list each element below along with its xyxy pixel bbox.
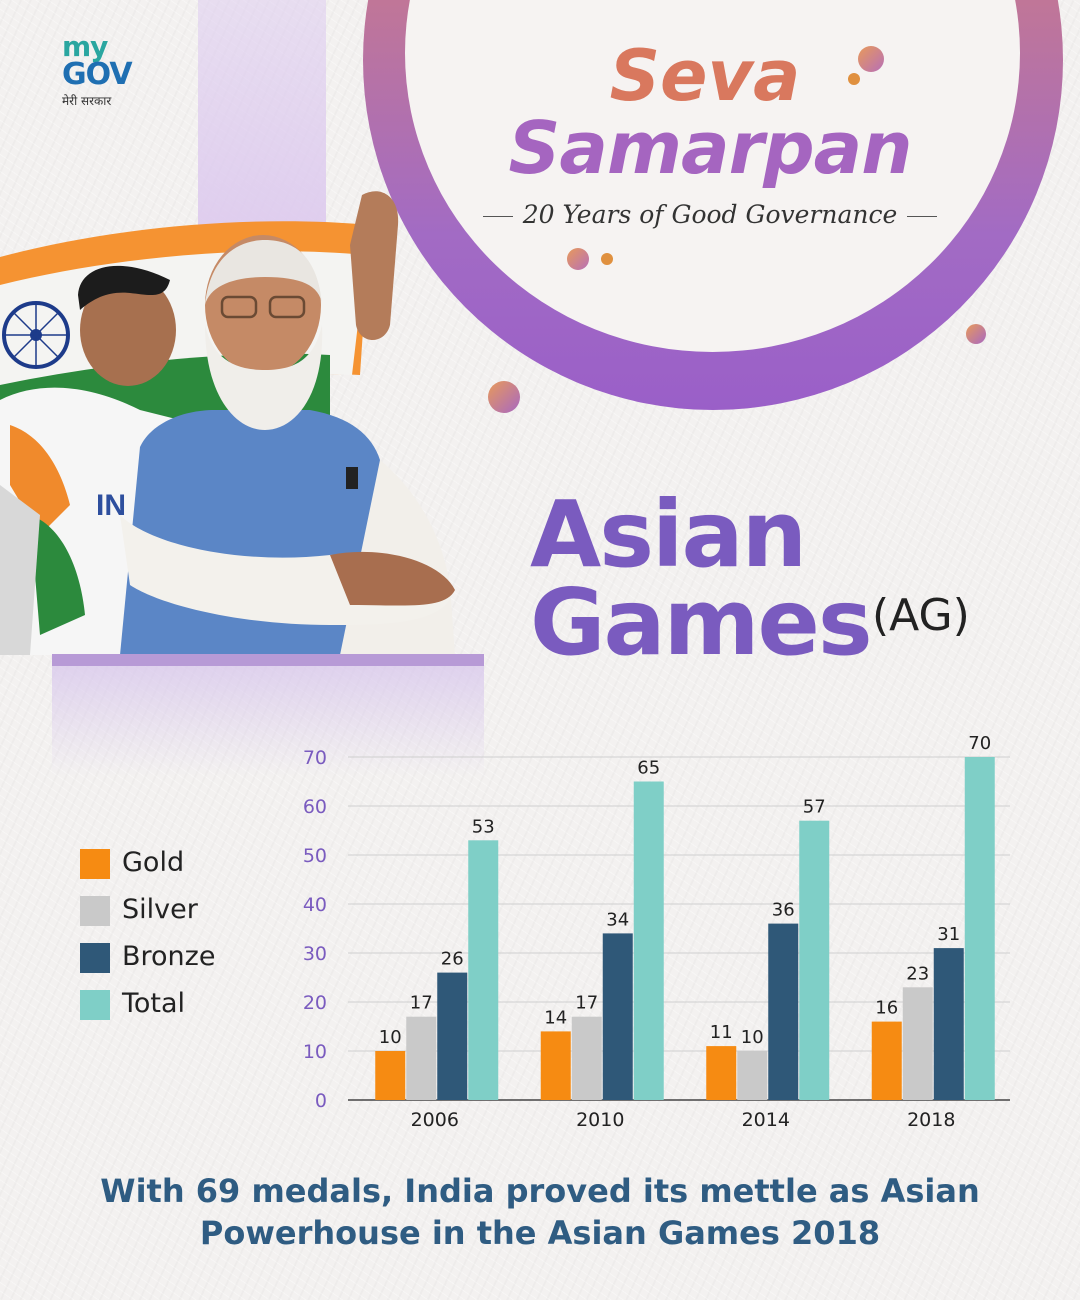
data-label: 14 xyxy=(544,1007,567,1028)
data-label: 65 xyxy=(637,758,660,779)
legend-swatch-gold xyxy=(80,849,110,879)
data-label: 17 xyxy=(575,993,598,1014)
divider xyxy=(482,216,513,217)
divider-bar xyxy=(52,654,484,666)
logo-main: GOV xyxy=(62,57,133,92)
data-label: 11 xyxy=(710,1022,733,1043)
bar-total xyxy=(633,781,664,1100)
bar-silver xyxy=(571,1016,602,1100)
bar-bronze xyxy=(602,933,633,1100)
caption: With 69 medals, India proved its mettle … xyxy=(40,1170,1040,1254)
divider xyxy=(907,216,938,217)
bar-gold xyxy=(871,1021,902,1100)
subtitle: 20 Years of Good Governance xyxy=(470,200,950,229)
logo-tagline: मेरी सरकार xyxy=(62,94,112,108)
legend-label-total: Total xyxy=(122,988,186,1019)
legend-swatch-silver xyxy=(80,896,110,926)
legend-swatch-bronze xyxy=(80,943,110,973)
y-tick-label: 10 xyxy=(303,1041,327,1063)
caption-line-1: With 69 medals, India proved its mettle … xyxy=(100,1172,980,1210)
data-label: 26 xyxy=(441,949,464,970)
legend-swatch-total xyxy=(80,990,110,1020)
bar-bronze xyxy=(933,948,964,1100)
bar-gold xyxy=(375,1051,406,1100)
headline-asian: Asian xyxy=(530,481,807,588)
logo-prefix: my xyxy=(62,30,108,63)
data-label: 53 xyxy=(472,816,495,837)
bar-gold xyxy=(706,1046,737,1100)
y-tick-label: 0 xyxy=(315,1090,327,1112)
bar-silver xyxy=(406,1016,437,1100)
data-label: 17 xyxy=(410,993,433,1014)
subtitle-text: 20 Years of Good Governance xyxy=(522,200,898,229)
data-label: 36 xyxy=(772,900,795,921)
bar-total xyxy=(799,820,830,1100)
bar-gold xyxy=(540,1031,571,1100)
bar-silver xyxy=(902,987,933,1100)
data-label: 16 xyxy=(875,998,898,1019)
bar-bronze xyxy=(768,923,799,1100)
bar-bronze xyxy=(437,972,468,1100)
legend-label-silver: Silver xyxy=(122,894,198,925)
x-tick-label: 2018 xyxy=(907,1109,955,1131)
photo: IN xyxy=(0,191,455,655)
decor-dot xyxy=(567,248,589,270)
y-tick-label: 40 xyxy=(303,894,327,916)
y-tick-label: 70 xyxy=(303,747,327,769)
data-label: 31 xyxy=(937,924,960,945)
headline-games: Games xyxy=(530,569,873,676)
x-tick-label: 2014 xyxy=(742,1109,790,1131)
decor-dot xyxy=(848,73,860,85)
medal-bar-chart: 0 10 20 30 40 50 60 70 10 17 26 53 2006 14 17 34 65 2010 1… xyxy=(303,733,1010,1131)
data-label: 70 xyxy=(968,733,991,754)
data-label: 57 xyxy=(803,797,826,818)
data-label: 23 xyxy=(906,963,929,984)
mygov-logo[interactable]: my GOV मेरी सरकार xyxy=(62,30,172,109)
bar-silver xyxy=(737,1051,768,1100)
bar-total xyxy=(964,757,995,1100)
data-label: 10 xyxy=(741,1027,764,1048)
decorative-strip xyxy=(198,0,326,250)
caption-line-2: Powerhouse in the Asian Games 2018 xyxy=(199,1214,881,1252)
y-tick-label: 50 xyxy=(303,845,327,867)
x-tick-label: 2010 xyxy=(576,1109,624,1131)
decor-dot xyxy=(966,324,986,344)
title-seva: Seva xyxy=(609,35,801,117)
y-tick-label: 20 xyxy=(303,992,327,1014)
decor-dot xyxy=(488,381,520,413)
decorative-glow xyxy=(52,666,484,776)
y-tick-label: 30 xyxy=(303,943,327,965)
headline-abbr: (AG) xyxy=(872,590,970,641)
decor-dot xyxy=(601,253,613,265)
data-label: 10 xyxy=(379,1027,402,1048)
title-samarpan: Samarpan xyxy=(508,106,913,190)
x-tick-label: 2006 xyxy=(411,1109,459,1131)
data-label: 34 xyxy=(606,909,629,930)
decor-dot xyxy=(858,46,884,72)
y-tick-label: 60 xyxy=(303,796,327,818)
bar-total xyxy=(468,840,499,1100)
legend-label-gold: Gold xyxy=(122,847,185,878)
legend-label-bronze: Bronze xyxy=(122,941,216,972)
